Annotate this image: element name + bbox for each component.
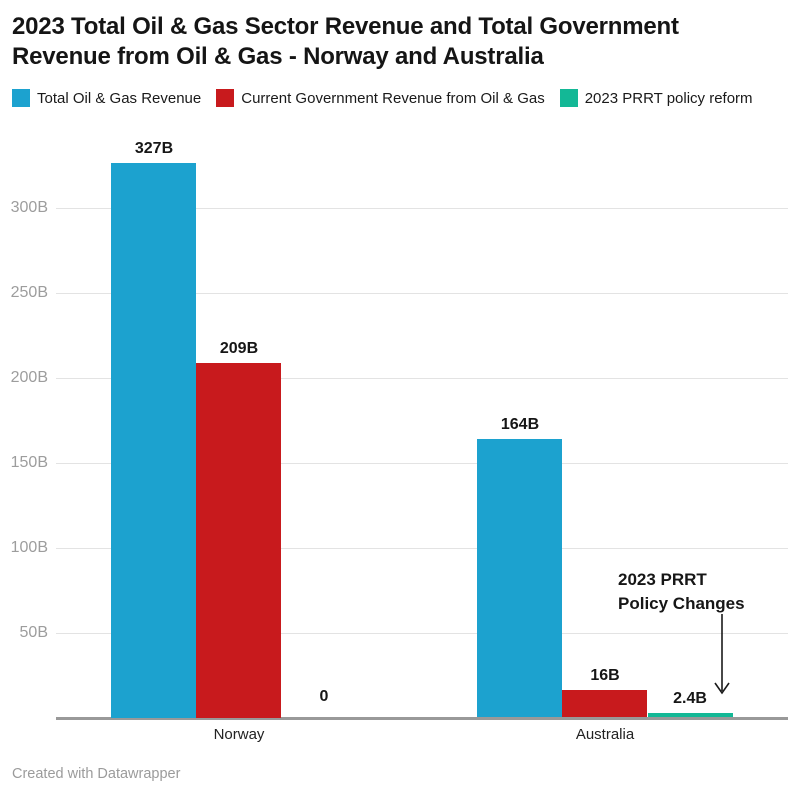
y-tick-label: 300B bbox=[10, 199, 48, 216]
legend-item: 2023 PRRT policy reform bbox=[559, 89, 753, 107]
y-tick-label: 200B bbox=[10, 369, 48, 386]
bar bbox=[562, 690, 647, 717]
chart-title-line-1: 2023 Total Oil & Gas Sector Revenue and … bbox=[12, 13, 679, 40]
gridline bbox=[56, 633, 788, 634]
x-category-label: Australia bbox=[575, 726, 635, 743]
legend-item-label: Current Government Revenue from Oil & Ga… bbox=[241, 89, 545, 107]
bar-value-label: 327B bbox=[134, 140, 174, 157]
legend-swatch-icon bbox=[559, 89, 578, 107]
legend: Total Oil & Gas Revenue Current Governmen… bbox=[12, 89, 768, 107]
gridline bbox=[56, 293, 788, 294]
gridline bbox=[56, 463, 788, 464]
x-axis-baseline bbox=[56, 717, 788, 720]
credit-line: Created with Datawrapper bbox=[12, 766, 181, 782]
bar bbox=[477, 439, 562, 717]
bar bbox=[196, 363, 281, 718]
bar-value-label: 0 bbox=[319, 688, 329, 705]
bar-value-label: 2.4B bbox=[673, 690, 707, 707]
annotation-line-2: Policy Changes bbox=[618, 594, 745, 613]
y-tick-label: 250B bbox=[10, 284, 48, 301]
legend-item-label: Total Oil & Gas Revenue bbox=[37, 89, 202, 107]
legend-item: Current Government Revenue from Oil & Ga… bbox=[216, 89, 545, 107]
annotation-line-1: 2023 PRRT bbox=[618, 570, 707, 589]
bar-value-label: 164B bbox=[500, 416, 540, 433]
y-tick-label: 100B bbox=[10, 539, 48, 556]
bar bbox=[111, 163, 196, 718]
gridline bbox=[56, 378, 788, 379]
gridline bbox=[56, 548, 788, 549]
x-category-label: Norway bbox=[213, 726, 265, 743]
legend-item-label: 2023 PRRT policy reform bbox=[584, 89, 753, 107]
bar-value-label: 209B bbox=[219, 340, 259, 357]
y-tick-label: 150B bbox=[10, 454, 48, 471]
legend-item: Total Oil & Gas Revenue bbox=[12, 89, 201, 107]
chart-title: 2023 Total Oil & Gas Sector Revenue and … bbox=[12, 12, 794, 72]
legend-swatch-icon bbox=[216, 89, 235, 107]
gridline bbox=[56, 208, 788, 209]
annotation-text: 2023 PRRT Policy Changes bbox=[618, 568, 745, 616]
legend-swatch-icon bbox=[12, 89, 30, 107]
bar bbox=[648, 713, 733, 717]
bar-value-label: 16B bbox=[590, 667, 620, 684]
chart-title-line-2: Revenue from Oil & Gas - Norway and Aust… bbox=[12, 43, 544, 70]
annotation-arrow-icon bbox=[714, 614, 730, 695]
y-tick-label: 50B bbox=[19, 624, 48, 641]
